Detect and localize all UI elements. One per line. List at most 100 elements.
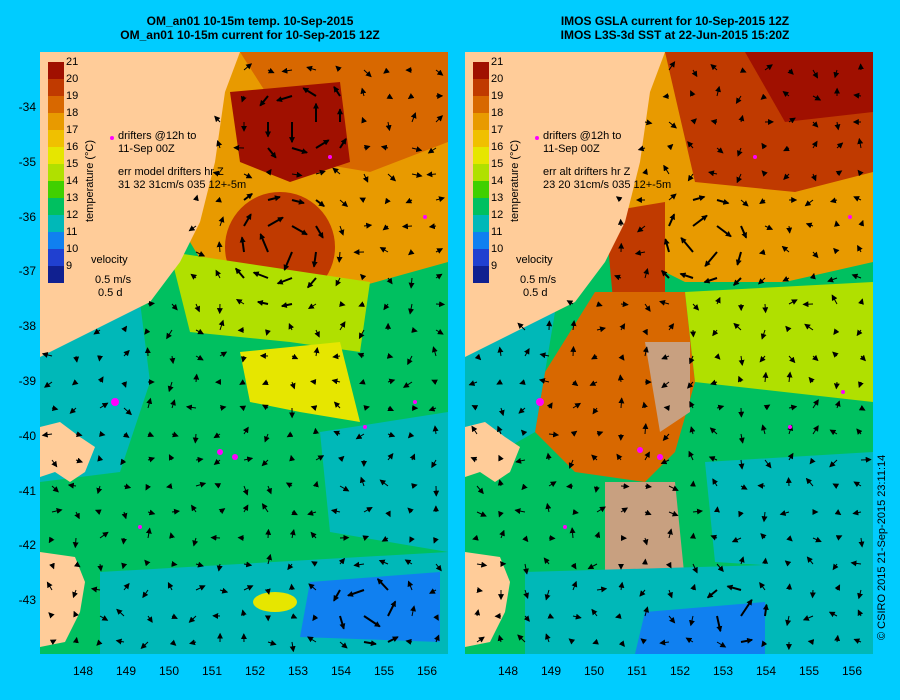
- velocity-arrow: [219, 587, 229, 594]
- velocity-arrow: [219, 404, 227, 411]
- longitude-tick-label: 152: [669, 664, 691, 678]
- err-label-line1: err alt drifters hr Z: [543, 166, 631, 178]
- velocity-arrow: [499, 529, 505, 539]
- colorbar-swatch: [48, 130, 64, 147]
- velocity-arrow: [339, 301, 346, 307]
- velocity-arrow: [431, 459, 437, 469]
- velocity-arrow: [858, 298, 864, 305]
- colorbar-tick-label: 11: [491, 226, 503, 238]
- velocity-arrow: [216, 241, 223, 253]
- drifter: [637, 447, 643, 453]
- velocity-arrow: [522, 563, 529, 575]
- velocity-arrow: [853, 196, 862, 202]
- velocity-arrow: [804, 323, 814, 331]
- velocity-arrow: [387, 600, 397, 617]
- velocity-arrow: [363, 69, 372, 78]
- velocity-arrow: [663, 164, 670, 175]
- velocity-arrow: [41, 431, 53, 438]
- velocity-arrow: [523, 589, 529, 599]
- velocity-arrow: [358, 329, 365, 340]
- velocity-arrow: [808, 376, 815, 384]
- velocity-arrow: [407, 355, 413, 366]
- velocity-arrow: [740, 199, 749, 207]
- velocity-arrow: [812, 251, 819, 259]
- longitude-tick-label: 153: [287, 664, 309, 678]
- cold-water-south: [635, 602, 765, 654]
- velocity-arrow: [75, 431, 83, 438]
- velocity-arrow: [307, 277, 317, 289]
- right-title-line2: IMOS L3S-3d SST at 22-Jun-2015 15:20Z: [560, 28, 790, 42]
- velocity-arrow: [358, 301, 365, 307]
- velocity-arrow: [243, 585, 254, 591]
- colorbar-tick-label: 14: [491, 175, 504, 187]
- velocity-arrow: [43, 381, 53, 388]
- velocity-arrow: [545, 502, 552, 513]
- velocity-arrow: [360, 87, 367, 97]
- colorbar-swatch: [48, 147, 64, 164]
- velocity-arrow: [330, 508, 341, 515]
- colorbar-tick-label: 19: [491, 90, 504, 102]
- velocity-arrow: [637, 145, 646, 152]
- velocity-arrow: [357, 352, 365, 359]
- longitude-tick-label: 154: [330, 664, 352, 678]
- velocity-arrow: [188, 225, 197, 232]
- velocity-arrow: [407, 507, 414, 514]
- velocity-arrow: [692, 214, 708, 227]
- velocity-arrow: [410, 605, 416, 617]
- velocity-arrow: [167, 381, 174, 393]
- velocity-arrow: [192, 194, 199, 202]
- velocity-arrow: [168, 454, 175, 461]
- velocity-arrow: [644, 451, 650, 461]
- velocity-arrow: [710, 379, 718, 386]
- right-map-panel: [465, 52, 873, 654]
- velocity-arrow: [332, 353, 341, 360]
- velocity-arrow: [687, 381, 694, 389]
- velocity-arrow: [190, 273, 197, 280]
- velocity-vectors-right: [468, 61, 872, 651]
- velocity-arrow: [291, 353, 299, 360]
- colorbar-swatch: [473, 79, 489, 96]
- velocity-arrow: [285, 482, 293, 489]
- velocity-arrow: [116, 608, 125, 617]
- velocity-arrow: [259, 95, 269, 107]
- velocity-arrow: [476, 511, 487, 517]
- velocity-arrow: [90, 586, 101, 593]
- velocity-arrow: [215, 269, 222, 279]
- velocity-arrow: [195, 585, 206, 591]
- velocity-arrow: [644, 483, 652, 490]
- velocity-arrow: [738, 433, 745, 444]
- velocity-arrow: [762, 603, 769, 617]
- velocity-arrow: [761, 142, 768, 150]
- velocity-arrow: [708, 456, 718, 462]
- velocity-arrow: [829, 459, 838, 468]
- velocity-arrow: [49, 562, 55, 570]
- velocity-arrow: [690, 118, 697, 125]
- velocity-arrow: [716, 198, 730, 205]
- velocity-arrow: [639, 589, 646, 597]
- velocity-arrow: [764, 459, 772, 469]
- tasmania-coast: [40, 552, 85, 647]
- right-drifter-label: drifters @12h to 11-Sep 00Z: [543, 130, 621, 156]
- velocity-arrow: [267, 67, 275, 74]
- velocity-arrow: [409, 453, 416, 461]
- velocity-arrow: [261, 459, 269, 467]
- velocity-arrow: [210, 534, 221, 541]
- velocity-arrow: [643, 606, 650, 617]
- colorbar-left: [48, 60, 90, 285]
- drifter-label-line1: drifters @12h to: [118, 130, 197, 142]
- velocity-arrow: [121, 511, 128, 520]
- velocity-scale-speed: 0.5 m/s: [95, 274, 132, 286]
- velocity-arrow: [472, 534, 479, 541]
- velocity-arrow: [266, 485, 272, 495]
- velocity-arrow: [312, 427, 319, 435]
- velocity-arrow: [522, 535, 529, 543]
- velocity-arrow: [832, 483, 840, 490]
- velocity-arrow: [431, 346, 438, 357]
- velocity-arrow: [276, 277, 293, 285]
- drifter: [111, 398, 119, 406]
- velocity-arrow: [810, 173, 817, 182]
- velocity-arrow: [835, 535, 843, 541]
- velocity-arrow: [51, 459, 58, 468]
- velocity-arrow: [716, 641, 727, 648]
- velocity-arrow: [429, 588, 437, 594]
